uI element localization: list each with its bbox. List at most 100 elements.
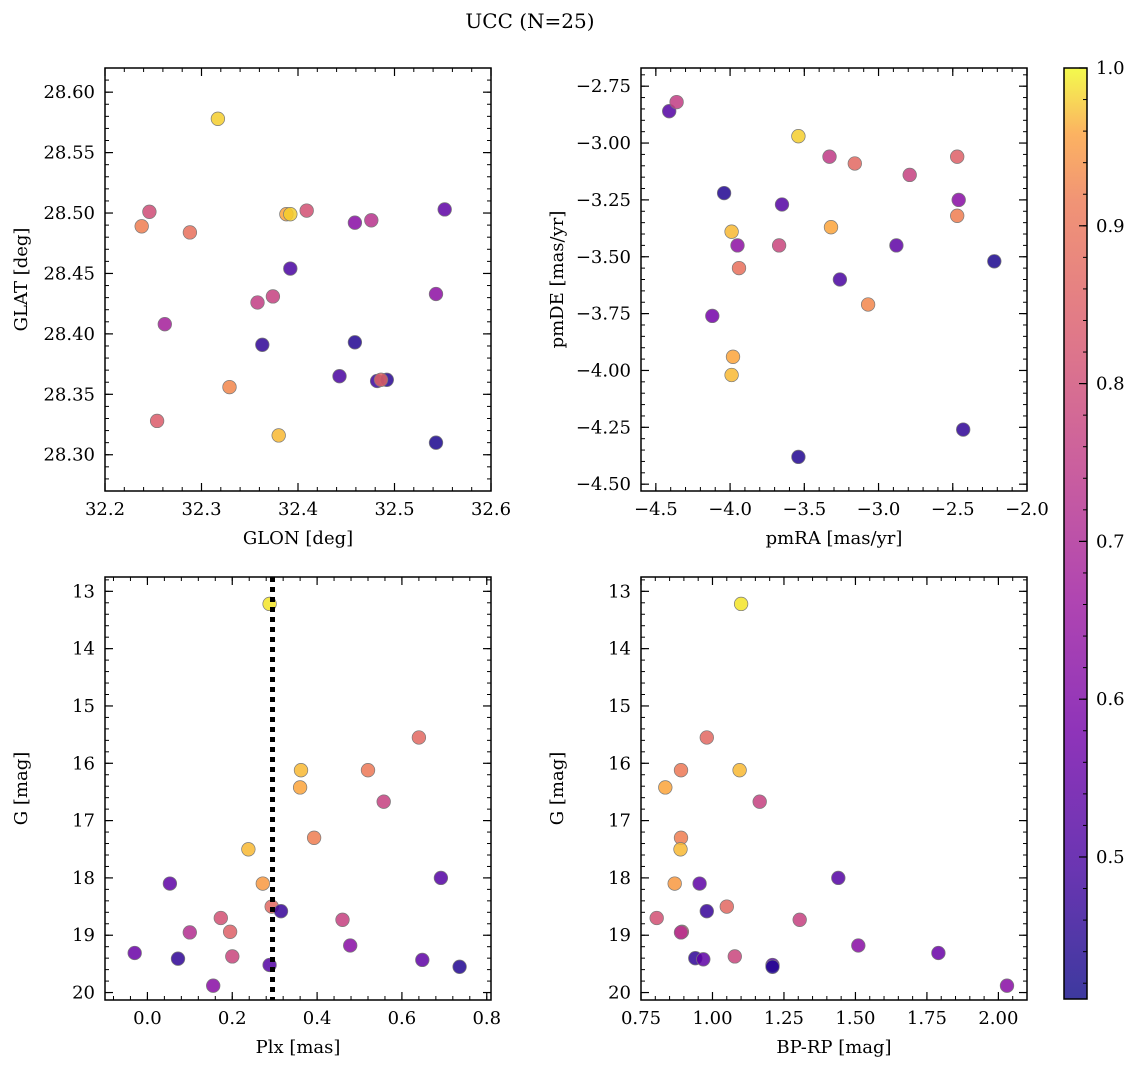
scatter-point [265, 289, 281, 304]
scatter-point [705, 308, 720, 324]
colorbar: 0.5 0.6 0.7 0.8 0.9 1.0 [1063, 58, 1125, 1000]
scatter-point [347, 215, 363, 230]
y-tick-label: −3.50 [576, 247, 631, 268]
scatter-point [415, 952, 430, 968]
panel-bottom-left: 0.0 0.2 0.4 0.6 0.8 13 14 15 16 17 18 19 20 Plx [mas]… [11, 576, 501, 1058]
y-tick-label: −4.25 [576, 417, 631, 438]
scatter-point [210, 111, 226, 126]
y-tick-label: −4.50 [576, 474, 631, 495]
y-tick-label: 16 [72, 753, 95, 774]
y-tick-label: 14 [72, 639, 95, 660]
colorbar-tick-label: 0.6 [1096, 689, 1125, 710]
scatter-point [255, 337, 270, 352]
y-tick-label: 17 [72, 811, 95, 832]
x-tick-label: 1.75 [907, 1008, 947, 1029]
scatter-point [724, 367, 739, 383]
scatter-point [765, 959, 780, 974]
scatter-point [699, 904, 714, 919]
scatter-point [347, 335, 363, 350]
scatter-point [831, 870, 846, 886]
scatter-point [255, 876, 270, 891]
x-tick-label: 32.2 [85, 499, 125, 520]
x-tick-label: 32.4 [278, 499, 318, 520]
scatter-point [283, 207, 298, 222]
scatter-point [902, 167, 917, 183]
panel-top-right: −4.5 −4.0 −3.5 −3.0 −2.5 −2.0 −4.50 −4.25 −4.00 −… [547, 67, 1049, 549]
scatter-point [956, 422, 971, 437]
y-tick-label: 16 [608, 753, 631, 774]
y-tick-label: −3.25 [576, 190, 631, 211]
x-tick-label: −4.5 [634, 499, 678, 520]
scatter-point [847, 156, 862, 171]
scatter-point [791, 129, 806, 144]
scatter-point [860, 297, 876, 312]
scatter-point [182, 925, 197, 940]
y-tick-label: −4.00 [576, 360, 631, 381]
scatter-point [673, 763, 689, 778]
x-tick-label: −3.5 [782, 499, 826, 520]
colorbar-gradient [1064, 68, 1087, 999]
scatter-point [733, 596, 749, 612]
scatter-point [950, 149, 965, 164]
panels: 32.2 32.3 32.4 32.5 32.6 28.30 28.35 28.40 28.45… [11, 67, 1049, 1058]
y-tick-label: 20 [608, 983, 631, 1004]
colorbar-frame [1063, 67, 1088, 1000]
x-tick-label: 1.50 [835, 1008, 875, 1029]
scatter-point [299, 203, 314, 218]
y-tick-label: −2.75 [576, 76, 631, 97]
scatter-point [730, 238, 745, 253]
scatter-point [222, 379, 237, 395]
y-tick-label: 28.55 [43, 143, 95, 164]
y-tick-label: 15 [608, 696, 631, 717]
scatter-point [373, 372, 389, 387]
scatter-point [241, 842, 256, 857]
scatter-point [951, 192, 966, 208]
scatter-point [343, 938, 358, 953]
scatter-point [987, 254, 1002, 269]
scatter-point [433, 870, 449, 886]
scatter-point [250, 295, 265, 310]
colorbar-tick-label: 0.8 [1096, 374, 1125, 395]
scatter-point [822, 149, 837, 164]
scatter-point [696, 952, 711, 967]
y-tick-label: −3.75 [576, 304, 631, 325]
x-tick-label: 32.6 [471, 499, 511, 520]
scatter-point [699, 730, 714, 745]
scatter-point [832, 272, 848, 287]
scatter-point [792, 912, 807, 927]
y-tick-label: 28.45 [43, 263, 95, 284]
scatter-point [724, 224, 739, 239]
y-tick-label: 18 [72, 868, 95, 889]
scatter-point [673, 925, 689, 940]
scatter-point [791, 449, 806, 465]
scatter-point [411, 730, 427, 745]
x-tick-label: 0.0 [133, 1008, 162, 1029]
scatter-point [182, 225, 198, 240]
x-tick-label: 0.4 [303, 1008, 332, 1029]
scatter-point [222, 924, 238, 939]
x-tick-label: 32.5 [374, 499, 414, 520]
scatter-point [376, 794, 391, 809]
y-tick-label: 28.35 [43, 384, 95, 405]
panel-top-left: 32.2 32.3 32.4 32.5 32.6 28.30 28.35 28.40 28.45… [11, 67, 511, 549]
scatter-point [725, 349, 741, 364]
colorbar-tick-label: 0.5 [1096, 847, 1125, 868]
colorbar-ticks: 0.5 0.6 0.7 0.8 0.9 1.0 [1079, 58, 1125, 984]
scatter-point [752, 794, 767, 809]
scatter-point [716, 185, 732, 201]
scatter-point [727, 949, 742, 964]
panel-bottom-right: 0.75 1.00 1.25 1.50 1.75 2.00 13 14 15 16 17 18 19 20… [547, 576, 1028, 1058]
scatter-point [823, 220, 839, 235]
x-tick-label: 0.75 [621, 1008, 661, 1029]
scatter-point [273, 904, 289, 919]
scatter-point [206, 978, 221, 993]
scatter-point [283, 261, 298, 276]
y-tick-label: 28.40 [43, 324, 95, 345]
colorbar-tick-label: 0.9 [1096, 216, 1125, 237]
x-axis-label: Plx [mas] [256, 1037, 341, 1058]
x-tick-label: 0.6 [388, 1008, 417, 1029]
y-tick-label: 28.30 [43, 445, 95, 466]
scatter-point [437, 202, 452, 217]
scatter-point [157, 317, 172, 332]
y-tick-label: 28.50 [43, 203, 95, 224]
